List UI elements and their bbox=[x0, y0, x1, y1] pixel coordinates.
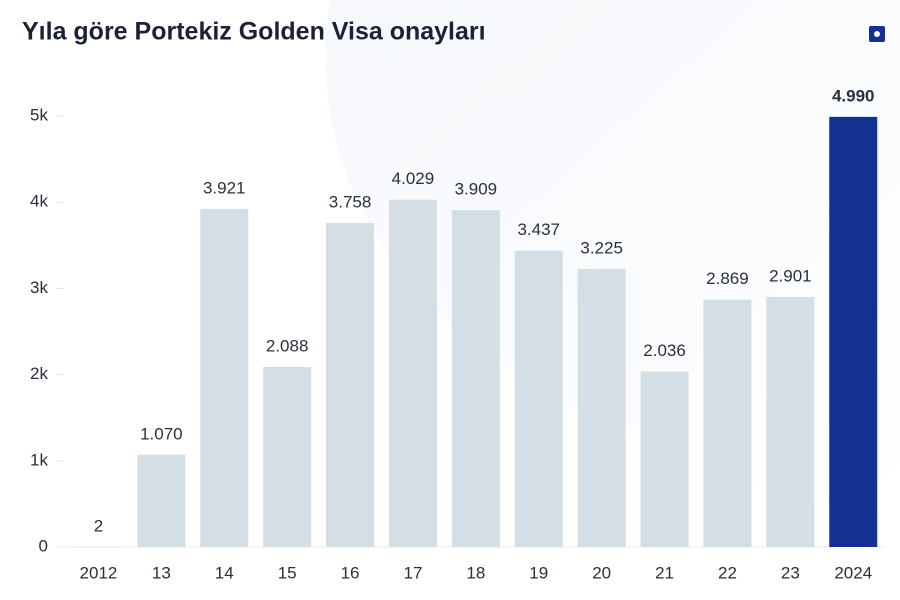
value-label: 3.909 bbox=[455, 180, 498, 199]
bar bbox=[766, 296, 815, 547]
bar bbox=[263, 367, 312, 547]
x-tick-label: 14 bbox=[215, 563, 234, 582]
background-shape bbox=[325, 0, 900, 520]
value-label: 3.921 bbox=[203, 178, 246, 197]
value-label: 2.088 bbox=[266, 336, 309, 355]
x-tick-label: 16 bbox=[341, 563, 360, 582]
x-tick-label: 13 bbox=[152, 563, 171, 582]
value-label: 4.029 bbox=[392, 169, 435, 188]
x-tick-label: 2024 bbox=[834, 563, 872, 582]
x-tick-label: 22 bbox=[718, 563, 737, 582]
x-tick-label: 17 bbox=[403, 563, 422, 582]
value-label: 4.990 bbox=[832, 86, 875, 105]
y-tick-label: 1k bbox=[30, 450, 48, 469]
bar bbox=[388, 199, 437, 547]
bar bbox=[577, 269, 626, 547]
bar bbox=[200, 209, 249, 547]
y-tick-label: 4k bbox=[30, 192, 48, 211]
y-tick-label: 0 bbox=[39, 536, 48, 555]
bar bbox=[703, 299, 752, 547]
x-tick-label: 21 bbox=[655, 563, 674, 582]
value-label: 3.437 bbox=[517, 220, 560, 239]
x-tick-label: 15 bbox=[278, 563, 297, 582]
value-label: 2.901 bbox=[769, 266, 812, 285]
bar bbox=[137, 454, 186, 547]
bar bbox=[326, 223, 375, 547]
bar bbox=[451, 210, 500, 548]
bar bbox=[640, 371, 689, 547]
y-tick-label: 2k bbox=[30, 364, 48, 383]
value-label: 2 bbox=[94, 516, 103, 535]
chart-title: Yıla göre Portekiz Golden Visa onayları bbox=[22, 18, 486, 46]
value-label: 3.225 bbox=[580, 238, 623, 257]
value-label: 2.036 bbox=[643, 341, 686, 360]
x-tick-label: 19 bbox=[529, 563, 548, 582]
bar bbox=[514, 250, 563, 548]
x-tick-label: 20 bbox=[592, 563, 611, 582]
value-label: 3.758 bbox=[329, 193, 372, 212]
x-tick-label: 18 bbox=[466, 563, 485, 582]
value-label: 2.869 bbox=[706, 269, 749, 288]
y-tick-label: 3k bbox=[30, 278, 48, 297]
logo-dot bbox=[874, 31, 880, 37]
y-tick-label: 5k bbox=[30, 105, 48, 124]
x-tick-label: 2012 bbox=[80, 563, 118, 582]
value-label: 1.070 bbox=[140, 424, 183, 443]
x-tick-label: 23 bbox=[781, 563, 800, 582]
bar bbox=[829, 116, 878, 547]
